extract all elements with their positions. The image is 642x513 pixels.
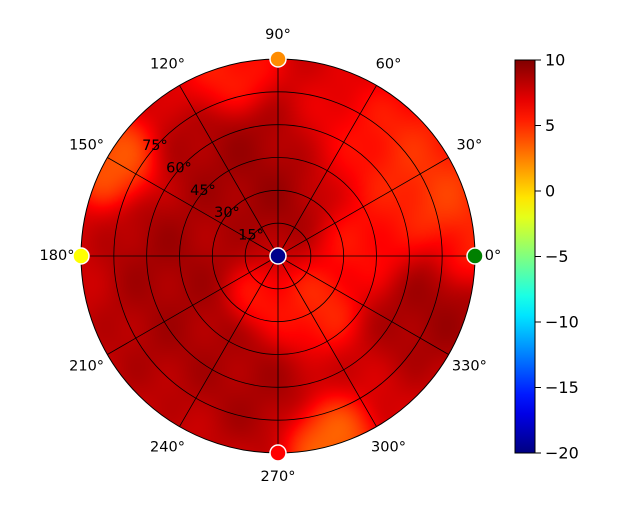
radial-tick-label-75: 75° [142,138,168,154]
angle-tick-label-180: 180° [40,248,75,264]
plot-area: 0° 30° 60° 90° 120° 150° 180° 210° 240° 270° 300° 3… [40,27,502,485]
angle-tick-label-120: 120° [150,57,185,73]
colorbar-gradient [514,59,536,454]
colorbar-ticks: 10 5 0 −5 −10 −15 −20 [535,51,579,463]
marker-4 [269,247,287,265]
angular-grid-line-30 [277,157,449,257]
angular-grid-line-330 [277,255,449,355]
angle-tick-label-0: 0° [485,248,501,264]
colorbar-tick-label-10: 10 [545,51,565,70]
angular-tick-labels: 0° 30° 60° 90° 120° 150° 180° 210° 240° 270° 300° 3… [40,27,502,485]
angle-tick-label-30: 30° [457,138,483,154]
data-markers [72,50,484,462]
colorbar-tick-label-5: 5 [545,116,555,135]
angular-grid-line-150 [107,157,279,257]
marker-1 [269,50,287,68]
radial-tick-label-15: 15° [238,228,264,244]
angular-grid-lines [81,59,475,453]
angular-grid-line-210 [107,255,279,355]
angular-grid-line-120 [179,85,279,257]
angle-tick-label-240: 240° [150,439,185,455]
angle-tick-label-210: 210° [69,359,104,375]
radial-tick-label-45: 45° [190,183,216,199]
angle-tick-label-90: 90° [265,27,291,43]
angle-tick-label-300: 300° [371,439,406,455]
marker-2 [72,247,90,265]
colorbar-tick-label-0: 0 [545,182,555,201]
marker-3 [269,444,287,462]
colorbar-tick-label--20: −20 [545,444,579,463]
radial-tick-label-60: 60° [166,160,192,176]
angle-tick-label-270: 270° [261,469,296,485]
colorbar-tick-label--10: −10 [545,313,579,332]
radial-tick-label-30: 30° [214,205,240,221]
radial-tick-labels: 15° 30° 45° 60° 75° [142,138,264,244]
marker-0 [466,247,484,265]
colorbar-tick-label--15: −15 [545,378,579,397]
angle-tick-label-150: 150° [69,138,104,154]
angular-grid-line-60 [277,85,377,257]
colorbar: 10 5 0 −5 −10 −15 −20 [514,51,579,463]
angle-tick-label-330: 330° [452,359,487,375]
angle-tick-label-60: 60° [376,57,402,73]
angular-grid-line-300 [277,255,377,427]
colorbar-tick-label--5: −5 [545,247,569,266]
angular-grid-line-240 [179,255,279,427]
